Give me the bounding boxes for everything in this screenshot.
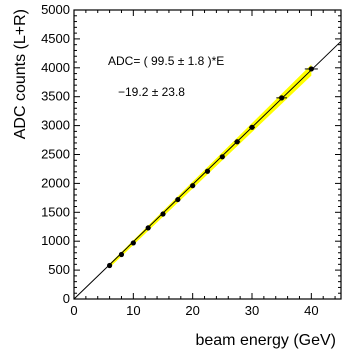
y-tick-label: 1500 xyxy=(41,204,70,219)
fit-uncertainty-band xyxy=(109,64,312,268)
data-point-marker xyxy=(118,251,125,258)
data-point-marker xyxy=(219,154,225,160)
data-point xyxy=(304,66,318,72)
data-point-marker xyxy=(130,240,136,246)
y-tick-label: 2500 xyxy=(41,147,70,162)
data-point xyxy=(190,183,196,189)
data-point xyxy=(145,225,151,231)
x-axis-title: beam energy (GeV) xyxy=(195,332,336,349)
fit-annotation-line2: −19.2 ± 23.8 xyxy=(118,85,185,99)
y-tick-label: 3500 xyxy=(41,89,70,104)
data-point-marker xyxy=(175,196,181,203)
x-tick-label: 40 xyxy=(304,303,318,318)
data-point-marker xyxy=(107,262,113,269)
y-tick-label: 500 xyxy=(48,262,70,277)
y-tick-label: 4500 xyxy=(41,31,70,46)
data-point-marker xyxy=(160,211,166,217)
y-tick-label: 3000 xyxy=(41,118,70,133)
data-point-marker xyxy=(190,183,196,189)
y-tick-label: 0 xyxy=(63,291,70,306)
y-axis-title: ADC counts (L+R) xyxy=(12,9,29,139)
data-points xyxy=(107,66,318,269)
data-point xyxy=(160,211,166,217)
data-point-marker xyxy=(234,139,240,145)
data-point xyxy=(204,168,211,174)
x-tick-label: 20 xyxy=(185,303,199,318)
data-point xyxy=(118,251,125,258)
x-tick-label: 0 xyxy=(70,303,77,318)
data-point xyxy=(276,95,288,101)
data-point xyxy=(234,139,241,145)
fit-band-layer xyxy=(109,64,312,268)
x-tick-label: 30 xyxy=(245,303,259,318)
fit-annotation-line1: ADC= ( 99.5 ± 1.8 )*E xyxy=(108,54,224,68)
data-point-marker xyxy=(308,66,314,72)
data-point xyxy=(107,262,113,269)
y-tick-label: 2000 xyxy=(41,175,70,190)
y-tick-label: 5000 xyxy=(41,2,70,17)
axis-ticks: 0 10 20 30 40 0 500 1000 1500 2000 2500 3000 3500 400… xyxy=(41,2,341,318)
data-point xyxy=(219,154,225,160)
y-tick-label: 1000 xyxy=(41,233,70,248)
data-point xyxy=(249,124,255,130)
data-point-marker xyxy=(279,95,285,101)
y-tick-label: 4000 xyxy=(41,60,70,75)
data-point-marker xyxy=(204,168,211,174)
x-tick-label: 10 xyxy=(126,303,140,318)
data-point-marker xyxy=(249,124,255,130)
data-point xyxy=(175,196,181,203)
data-point-marker xyxy=(145,225,151,231)
data-point xyxy=(130,240,136,246)
